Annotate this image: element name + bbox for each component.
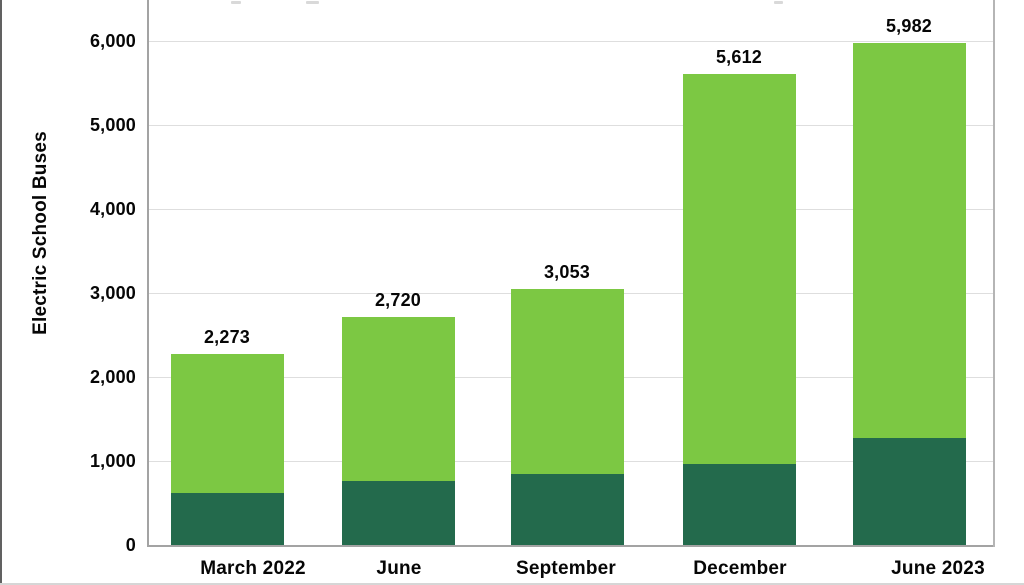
y-tick-label: 3,000 (89, 283, 136, 303)
bar-segment-dark-green (853, 438, 966, 545)
bar-segment-light-green (342, 317, 455, 481)
x-axis-line (147, 545, 995, 547)
y-tick-label: 6,000 (89, 31, 136, 51)
bar-segment-dark-green (171, 493, 284, 545)
plot-right-border (993, 0, 995, 547)
bar-total-label: 5,982 (885, 16, 933, 36)
bar-segment-dark-green (511, 474, 624, 545)
bar-segment-dark-green (683, 464, 796, 545)
y-tick-label: 4,000 (89, 199, 136, 219)
bar-total-label: 3,053 (543, 262, 591, 282)
gridline (147, 125, 993, 126)
bar-segment-dark-green (342, 481, 455, 545)
bar-total-label: 2,273 (203, 327, 251, 347)
screenshot-left-edge (0, 0, 2, 585)
y-tick-label: 0 (125, 535, 136, 555)
x-axis-category-label: June (376, 558, 422, 579)
y-axis-title: Electric School Buses (30, 131, 51, 335)
y-tick-label: 2,000 (89, 367, 136, 387)
cutoff-text-remnant (231, 1, 241, 4)
y-tick-label: 1,000 (89, 451, 136, 471)
cutoff-text-remnant (306, 1, 319, 4)
gridline (147, 41, 993, 42)
bar-segment-light-green (853, 43, 966, 438)
x-axis-category-label: June 2023 (891, 558, 985, 579)
bar-segment-light-green (683, 74, 796, 464)
bar-total-label: 5,612 (715, 47, 763, 67)
cutoff-text-remnant (774, 1, 783, 4)
bar-segment-light-green (171, 354, 284, 493)
bar-segment-light-green (511, 289, 624, 474)
gridline (147, 209, 993, 210)
y-tick-label: 5,000 (89, 115, 136, 135)
x-axis-category-label: March 2022 (200, 558, 306, 579)
x-axis-category-label: September (515, 558, 616, 579)
x-axis-category-label: December (693, 558, 787, 579)
screenshot-bottom-edge (0, 583, 1024, 585)
bar-total-label: 2,720 (374, 290, 422, 310)
y-axis-line (147, 0, 149, 547)
